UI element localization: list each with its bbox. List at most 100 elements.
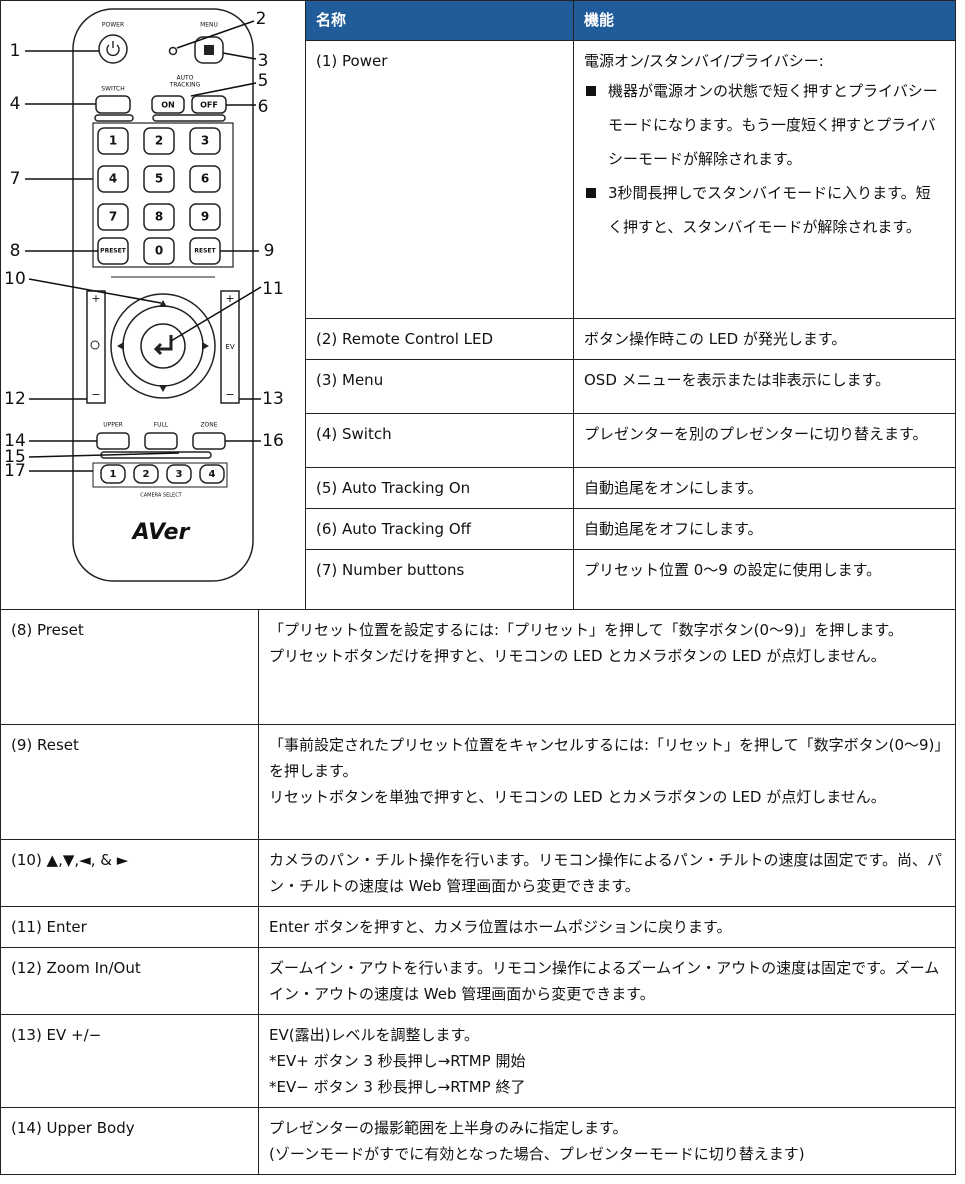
button-label: FULL [154, 422, 169, 429]
number-button [189, 127, 221, 155]
zoom-icon [90, 340, 100, 350]
button-label: 3 [201, 134, 209, 148]
camera-frame [92, 462, 228, 488]
callout-number: 5 [258, 71, 269, 91]
button-label: EV [225, 343, 234, 351]
function-text: プリセットボタンだけを押すと、リモコンの LED とカメラボタンの LED が点… [269, 647, 886, 665]
table-row: (7) Number buttons プリセット位置 0〜9 の設定に使用します。 [1, 549, 956, 610]
function-cell: 「プリセット位置を設定するには:「プリセット」を押して「数字ボタン(0〜9)」を… [258, 609, 956, 725]
callout-line [176, 20, 255, 49]
function-cell: ボタン操作時この LED が発光します。 [573, 318, 956, 360]
button-label: + [91, 292, 100, 305]
switch-button [95, 95, 131, 114]
callout-line [190, 82, 257, 97]
button-label: 2 [143, 469, 150, 480]
button-label: MENU [200, 22, 218, 29]
name-cell: (12) Zoom In/Out [0, 947, 259, 1015]
name-cell: (4) Switch [305, 413, 574, 468]
function-cell: OSD メニューを表示または非表示にします。 [573, 359, 956, 414]
button-label: 4 [209, 469, 216, 480]
function-text: ボタン操作時この LED が発光します。 [584, 330, 847, 348]
name-cell: (11) Enter [0, 906, 259, 948]
table-row: (1) Power 電源オン/スタンバイ/プライバシー: 機器が電源オンの状態で短く… [1, 40, 956, 319]
button-label: AUTO [177, 75, 194, 82]
function-text: プレゼンターを別のプレゼンターに切り替えます。 [584, 425, 928, 443]
menu-icon [204, 45, 214, 55]
function-text: リセットボタンを単独で押すと、リモコンの LED とカメラボタンの LED が点… [269, 788, 886, 806]
button-label: OFF [200, 101, 218, 110]
bullet-item: 3秒間長押しでスタンバイモードに入ります。短く押すと、スタンバイモードが解除され… [586, 176, 945, 244]
function-text: EV(露出)レベルを調整します。 [269, 1026, 479, 1044]
button-label: − [91, 388, 100, 401]
button-label: ON [161, 101, 175, 110]
function-text: 自動追尾をオンにします。 [584, 479, 763, 497]
enter-button [140, 323, 186, 369]
callout-number: 4 [10, 94, 21, 114]
button-label: ZONE [200, 422, 217, 429]
function-text: ズームイン・アウトを行います。リモコン操作によるズームイン・アウトの速度は固定で… [269, 959, 940, 1003]
callout-number: 2 [256, 9, 267, 29]
button-label: 4 [109, 172, 117, 186]
callout-number: 9 [264, 241, 275, 261]
bar [152, 114, 226, 122]
button-label: + [225, 292, 234, 305]
name-cell: (8) Preset [0, 609, 259, 725]
function-cell: Enter ボタンを押すと、カメラ位置はホームポジションに戻ります。 [258, 906, 956, 948]
camera-button [100, 464, 126, 484]
keypad-frame [92, 122, 234, 268]
callout-number: 13 [262, 389, 284, 409]
table-row: (12) Zoom In/Out ズームイン・アウトを行います。リモコン操作による… [0, 947, 956, 1015]
button-label: 5 [155, 172, 163, 186]
header-cell: 名称 [305, 0, 574, 41]
name-cell: (10) ▲,▼,◄, & ► [0, 839, 259, 907]
bullet-item: 機器が電源オンの状態で短く押すとプライバシーモードになります。もう一度短く押すと… [586, 74, 945, 176]
function-text: プレゼンターの撮影範囲を上半身のみに指定します。 [269, 1119, 628, 1137]
number-button [97, 165, 129, 193]
function-text: *EV+ ボタン 3 秒長押し→RTMP 開始 [269, 1052, 526, 1070]
button-label: 3 [176, 469, 183, 480]
table-row: (9) Reset 「事前設定されたプリセット位置をキャンセルするには:「リセット… [0, 724, 956, 840]
button-label: 0 [155, 244, 163, 258]
function-cell: プレゼンターを別のプレゼンターに切り替えます。 [573, 413, 956, 468]
name-cell: (14) Upper Body [0, 1107, 259, 1175]
function-text: プリセット位置 0〜9 の設定に使用します。 [584, 561, 882, 579]
button-label: 9 [201, 210, 209, 224]
arrow-right [202, 342, 209, 350]
camera-button [199, 464, 225, 484]
button-label: 6 [201, 172, 209, 186]
name-cell: (6) Auto Tracking Off [305, 508, 574, 550]
button-label: − [225, 388, 234, 401]
number-button [143, 127, 175, 155]
zoom-bar [86, 290, 106, 404]
name-cell: (5) Auto Tracking On [305, 467, 574, 509]
number-button [143, 165, 175, 193]
callout-number: 8 [10, 241, 21, 261]
name-cell: (3) Menu [305, 359, 574, 414]
camera-button [133, 464, 159, 484]
callout-number: 6 [258, 97, 269, 117]
table-row: (4) Switch プレゼンターを別のプレゼンターに切り替えます。 [1, 413, 956, 468]
callout-line [28, 452, 180, 458]
callout-number: 12 [4, 389, 26, 409]
function-text: カメラのパン・チルト操作を行います。リモコン操作によるパン・チルトの速度は固定で… [269, 851, 943, 895]
function-cell: プリセット位置 0〜9 の設定に使用します。 [573, 549, 956, 610]
remote-cell: POWER MENU SWITCH AUTO TRACKING ON OFF 1 2 3 4 5 6 7 8… [0, 0, 306, 610]
number-button [97, 203, 129, 231]
function-text: 「プリセット位置を設定するには:「プリセット」を押して「数字ボタン(0〜9)」を… [269, 621, 903, 639]
table-row: (3) Menu OSD メニューを表示または非表示にします。 [1, 359, 956, 414]
button-label: CAMERA SELECT [140, 493, 182, 499]
power-button [98, 34, 128, 64]
table-row: (6) Auto Tracking Off 自動追尾をオフにします。 [1, 508, 956, 550]
ev-bar [220, 290, 240, 404]
table-row: (13) EV +/− EV(露出)レベルを調整します。 *EV+ ボタン 3 秒長… [0, 1014, 956, 1108]
function-cell: EV(露出)レベルを調整します。 *EV+ ボタン 3 秒長押し→RTMP 開始 *… [258, 1014, 956, 1108]
name-cell: (1) Power [305, 40, 574, 319]
function-cell: 自動追尾をオンにします。 [573, 467, 956, 509]
number-button [189, 203, 221, 231]
function-cell: 電源オン/スタンバイ/プライバシー: 機器が電源オンの状態で短く押すとプライバシー… [573, 40, 956, 319]
table-row: (5) Auto Tracking On 自動追尾をオンにします。 [1, 467, 956, 509]
mode-button [192, 432, 226, 450]
button-label: POWER [102, 22, 124, 29]
